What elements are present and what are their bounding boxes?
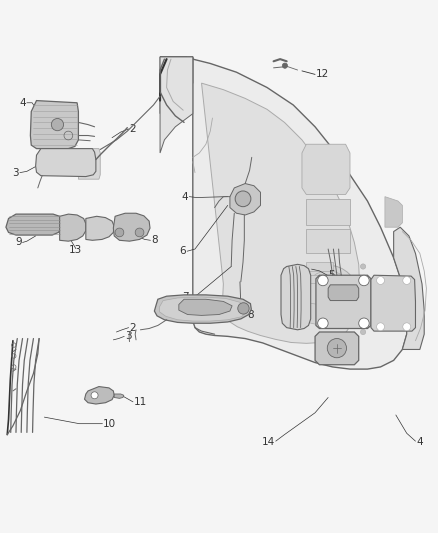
Circle shape — [360, 329, 366, 335]
Polygon shape — [201, 83, 360, 343]
Circle shape — [359, 318, 369, 328]
Circle shape — [298, 265, 358, 325]
Polygon shape — [316, 275, 371, 328]
Polygon shape — [179, 299, 232, 316]
Polygon shape — [113, 213, 150, 241]
Circle shape — [318, 275, 328, 286]
Text: 8: 8 — [151, 235, 158, 245]
Polygon shape — [306, 275, 332, 283]
Text: 4: 4 — [182, 192, 188, 201]
Circle shape — [115, 228, 124, 237]
Polygon shape — [78, 149, 100, 179]
Polygon shape — [85, 386, 114, 404]
Text: 3: 3 — [125, 332, 132, 341]
Circle shape — [235, 191, 251, 207]
Text: 9: 9 — [15, 238, 21, 247]
Circle shape — [135, 228, 144, 237]
Polygon shape — [371, 275, 416, 331]
Text: 8: 8 — [247, 310, 254, 319]
Polygon shape — [6, 214, 62, 235]
Circle shape — [327, 338, 346, 358]
Polygon shape — [306, 262, 332, 271]
Polygon shape — [306, 229, 350, 253]
Text: 3: 3 — [12, 168, 19, 177]
Polygon shape — [394, 227, 424, 350]
Polygon shape — [60, 214, 86, 241]
Polygon shape — [159, 297, 246, 321]
Circle shape — [377, 323, 385, 330]
Polygon shape — [315, 332, 359, 365]
Text: 4: 4 — [417, 437, 423, 447]
Polygon shape — [160, 57, 193, 153]
Circle shape — [403, 323, 411, 330]
Text: 1: 1 — [199, 296, 206, 306]
Polygon shape — [385, 197, 403, 227]
Circle shape — [283, 63, 288, 68]
Circle shape — [403, 277, 411, 285]
Circle shape — [360, 290, 366, 295]
Text: 2: 2 — [130, 124, 136, 134]
Polygon shape — [35, 149, 96, 176]
Polygon shape — [160, 57, 407, 369]
Polygon shape — [230, 183, 261, 215]
Text: 12: 12 — [316, 69, 329, 79]
Circle shape — [360, 303, 366, 309]
Circle shape — [360, 277, 366, 282]
Text: 4: 4 — [19, 98, 26, 108]
Text: 10: 10 — [103, 419, 117, 429]
Text: 11: 11 — [134, 397, 147, 407]
Polygon shape — [114, 394, 124, 398]
Polygon shape — [281, 264, 311, 330]
Circle shape — [359, 275, 369, 286]
Polygon shape — [160, 57, 193, 114]
Circle shape — [91, 392, 98, 399]
Circle shape — [238, 303, 249, 314]
Polygon shape — [306, 199, 350, 225]
Circle shape — [360, 264, 366, 269]
Text: 2: 2 — [130, 322, 136, 333]
Text: 6: 6 — [180, 246, 186, 256]
Polygon shape — [154, 295, 251, 323]
Text: 5: 5 — [328, 270, 335, 280]
Circle shape — [51, 118, 64, 131]
Polygon shape — [30, 101, 78, 149]
Text: 7: 7 — [182, 292, 188, 302]
Polygon shape — [302, 144, 350, 195]
Polygon shape — [328, 285, 359, 301]
Polygon shape — [86, 216, 114, 240]
Circle shape — [377, 277, 385, 285]
Text: 13: 13 — [69, 245, 82, 255]
Circle shape — [360, 316, 366, 321]
Text: 14: 14 — [261, 437, 275, 447]
Polygon shape — [295, 302, 359, 324]
Circle shape — [318, 318, 328, 328]
